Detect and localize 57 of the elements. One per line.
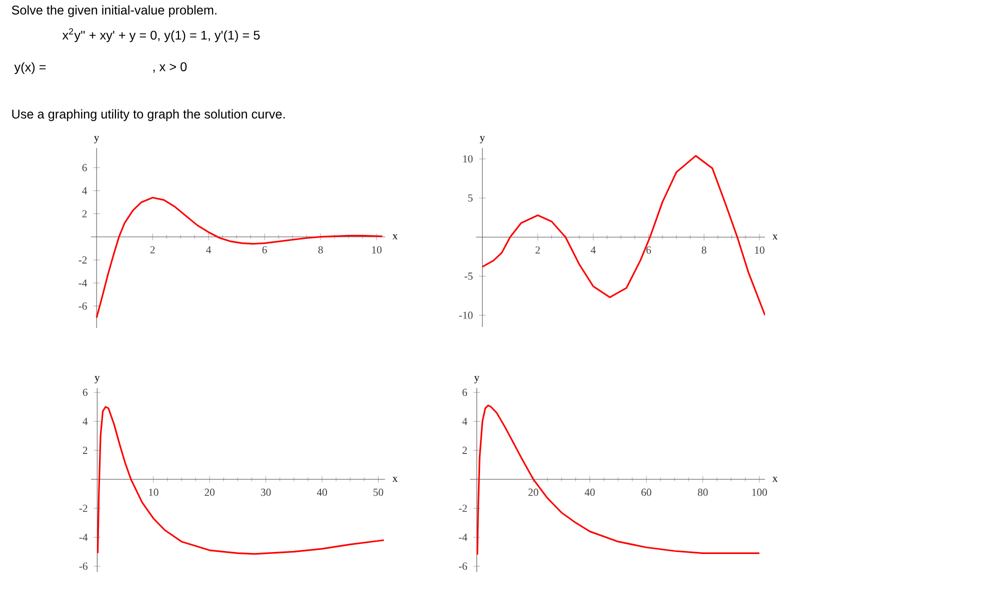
x-axis-title: x xyxy=(772,234,778,240)
x-tick-label: 8 xyxy=(318,246,323,254)
x-tick-label: 20 xyxy=(204,488,215,496)
x-tick-label: 50 xyxy=(374,488,384,496)
y-tick-label: 4 xyxy=(462,418,468,425)
y-tick-label: 2 xyxy=(82,210,87,218)
text: x$^{2}$y'' + xy' + y = 0, y(1) = 1, y'(1) = 5 xyxy=(62,28,260,42)
y-tick-label: -10 xyxy=(459,312,473,319)
y-tick-label: 5 xyxy=(468,194,473,202)
x-axis-title: x xyxy=(392,234,398,240)
chart-title: Solve the given initial-value problem. xyxy=(12,5,216,18)
y-tick-label: -2 xyxy=(79,504,88,512)
x-tick-label: 100 xyxy=(752,488,767,496)
y-tick-label: 2 xyxy=(82,446,88,454)
y-axis-title: y xyxy=(480,136,486,144)
text: y(x) = xyxy=(14,62,46,74)
y-tick-label: -2 xyxy=(458,504,467,512)
y-tick-label: -6 xyxy=(79,562,88,570)
y-axis-title: y xyxy=(94,136,100,144)
y-tick-label: 10 xyxy=(463,155,473,163)
y-tick-label: 6 xyxy=(462,388,468,396)
text: , x > 0 xyxy=(153,62,187,73)
x-tick-label: 80 xyxy=(698,488,708,496)
x-tick-label: 4 xyxy=(206,246,212,254)
x-tick-label: 6 xyxy=(646,246,651,254)
y-tick-label: -5 xyxy=(464,272,473,280)
y-tick-label: 6 xyxy=(82,388,88,396)
line-series xyxy=(482,155,766,316)
x-axis-title: x xyxy=(772,476,778,482)
x-tick-label: 60 xyxy=(641,488,652,496)
x-axis-title: x xyxy=(392,476,398,482)
y-tick-label: -4 xyxy=(79,534,88,541)
x-tick-label: 40 xyxy=(584,488,595,496)
y-tick-label: 2 xyxy=(462,446,467,454)
x-tick-label: 10 xyxy=(755,246,764,254)
x-tick-label: 30 xyxy=(260,488,271,496)
x-tick-label: 6 xyxy=(262,246,267,254)
x-tick-label: 4 xyxy=(590,246,596,254)
x-tick-label: 10 xyxy=(372,246,382,254)
y-tick-label: 4 xyxy=(82,418,88,425)
y-tick-label: 6 xyxy=(82,164,87,172)
y-tick-label: -6 xyxy=(458,562,468,570)
y-tick-label: -6 xyxy=(78,302,87,310)
x-tick-label: 2 xyxy=(150,246,155,254)
x-tick-label: 8 xyxy=(702,246,706,254)
x-tick-label: 2 xyxy=(536,246,540,254)
line-series xyxy=(96,406,385,555)
y-tick-label: -4 xyxy=(78,279,88,287)
x-tick-label: 10 xyxy=(149,488,158,496)
y-tick-label: 4 xyxy=(82,187,88,194)
x-tick-label: 20 xyxy=(528,488,538,496)
text: Use a graphing utility to graph the solution curve. xyxy=(12,109,285,122)
y-tick-label: -4 xyxy=(458,534,468,541)
y-tick-label: -2 xyxy=(78,256,87,264)
x-tick-label: 40 xyxy=(316,488,327,496)
y-axis-title: y xyxy=(94,376,100,384)
y-axis-title: y xyxy=(474,376,480,384)
